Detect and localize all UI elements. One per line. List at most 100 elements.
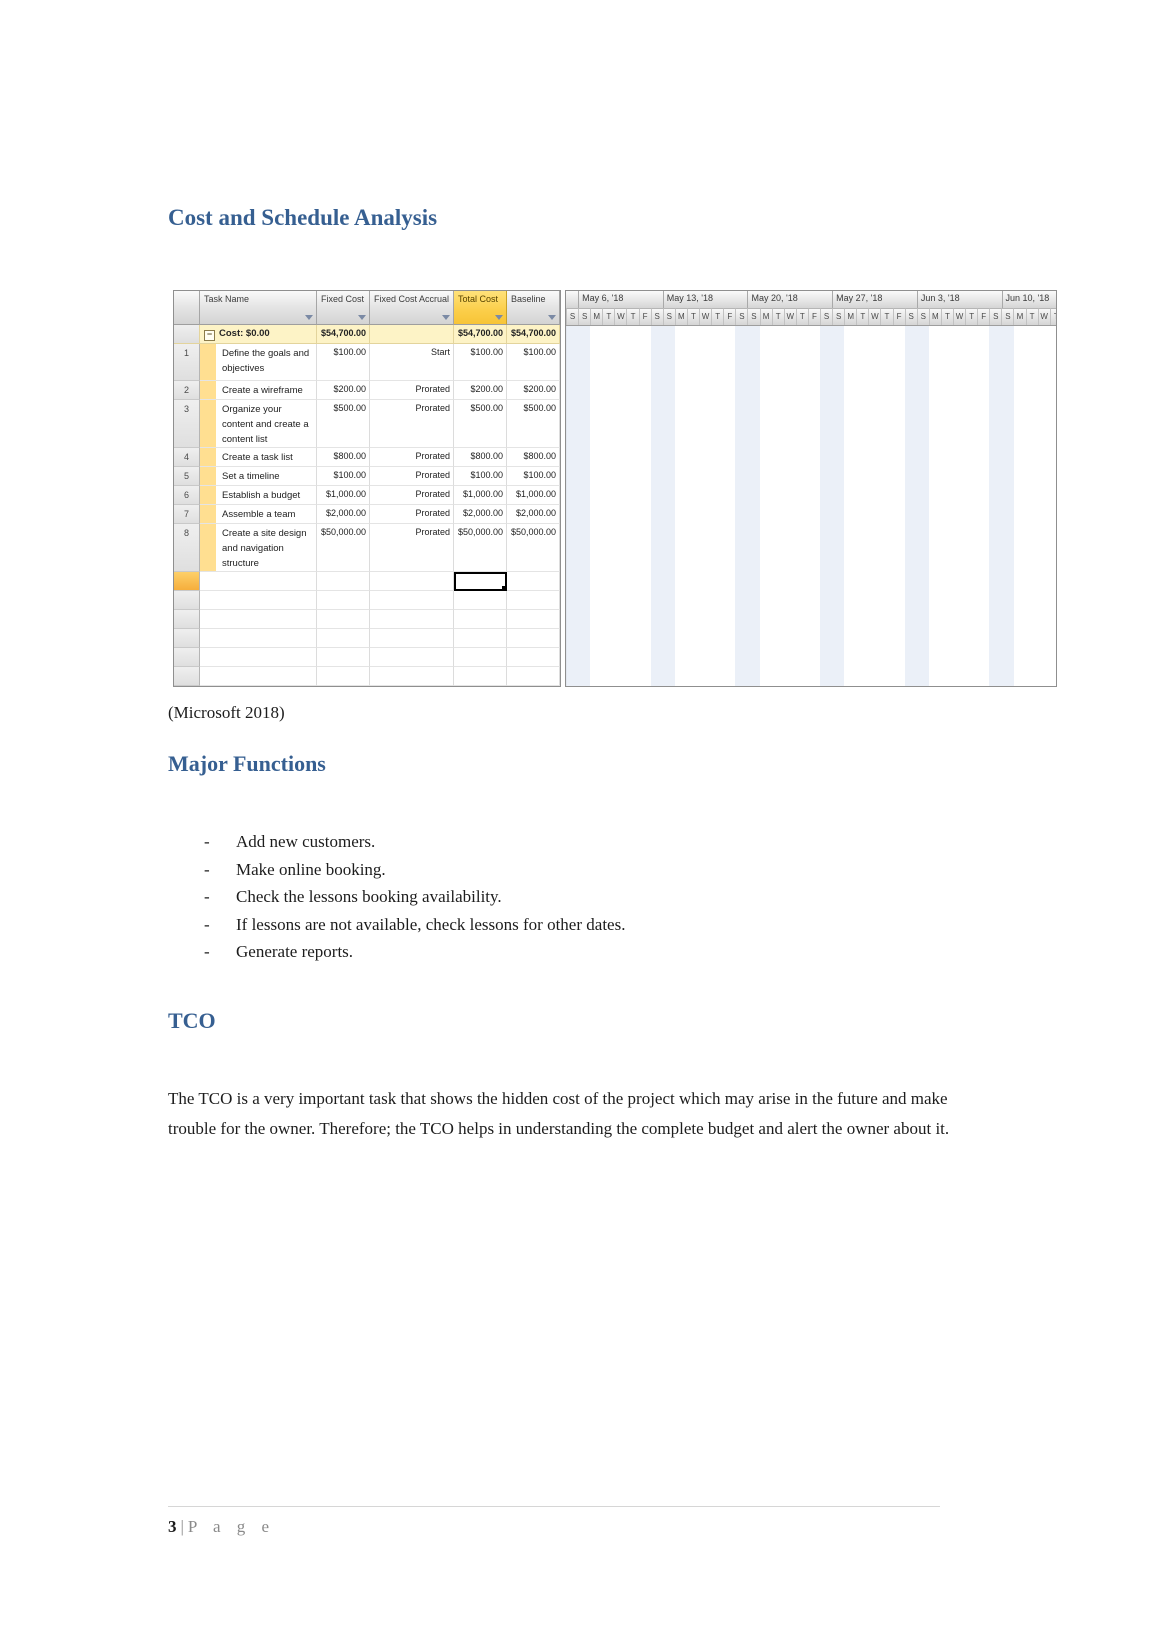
accrual-cell[interactable]: Prorated bbox=[370, 467, 454, 486]
column-header-fixed-cost-accrual[interactable]: Fixed Cost Accrual bbox=[370, 291, 454, 325]
row-id-cell[interactable]: 7 bbox=[174, 505, 200, 524]
row-id-cell[interactable] bbox=[174, 325, 200, 344]
task-name-cell[interactable]: Set a timeline bbox=[200, 467, 317, 486]
fixed-cost-cell[interactable]: $100.00 bbox=[317, 467, 370, 486]
baseline-cell[interactable]: $100.00 bbox=[507, 344, 560, 381]
fixed-cost-cell[interactable] bbox=[317, 629, 370, 648]
column-header-baseline[interactable]: Baseline bbox=[507, 291, 560, 325]
column-header-total-cost[interactable]: Total Cost bbox=[454, 291, 507, 325]
total-cost-cell[interactable] bbox=[454, 648, 507, 667]
row-id-cell[interactable]: 5 bbox=[174, 467, 200, 486]
accrual-cell[interactable] bbox=[370, 572, 454, 591]
accrual-cell[interactable]: Prorated bbox=[370, 524, 454, 572]
baseline-cell[interactable]: $200.00 bbox=[507, 381, 560, 400]
baseline-cell[interactable]: $1,000.00 bbox=[507, 486, 560, 505]
baseline-cell[interactable] bbox=[507, 629, 560, 648]
row-id-cell[interactable] bbox=[174, 591, 200, 610]
filter-arrow-icon[interactable] bbox=[442, 315, 450, 320]
week-header-cell[interactable]: May 6, '18 bbox=[578, 291, 663, 308]
fixed-cost-cell[interactable]: $200.00 bbox=[317, 381, 370, 400]
row-id-cell[interactable] bbox=[174, 610, 200, 629]
task-name-cell[interactable] bbox=[200, 629, 317, 648]
task-name-cell[interactable] bbox=[200, 591, 317, 610]
row-id-cell[interactable]: 1 bbox=[174, 344, 200, 381]
fixed-cost-cell[interactable] bbox=[317, 591, 370, 610]
task-name-cell[interactable]: Establish a budget bbox=[200, 486, 317, 505]
total-cost-cell[interactable] bbox=[454, 591, 507, 610]
row-id-cell[interactable]: 8 bbox=[174, 524, 200, 572]
fixed-cost-cell[interactable]: $500.00 bbox=[317, 400, 370, 448]
week-header-cell[interactable]: May 27, '18 bbox=[832, 291, 917, 308]
week-header-cell[interactable] bbox=[566, 291, 578, 308]
summary-name-cell[interactable]: − Cost: $0.00 bbox=[200, 325, 317, 344]
summary-total-cost-cell[interactable]: $54,700.00 bbox=[454, 325, 507, 344]
baseline-cell[interactable] bbox=[507, 610, 560, 629]
summary-baseline-cell[interactable]: $54,700.00 bbox=[507, 325, 560, 344]
column-header-task-name[interactable]: Task Name bbox=[200, 291, 317, 325]
week-header-cell[interactable]: Jun 10, '18 bbox=[1001, 291, 1056, 308]
baseline-cell[interactable] bbox=[507, 572, 560, 591]
task-name-cell[interactable] bbox=[200, 667, 317, 686]
week-header-cell[interactable]: May 13, '18 bbox=[662, 291, 748, 308]
filter-arrow-icon[interactable] bbox=[495, 315, 503, 320]
fixed-cost-cell[interactable] bbox=[317, 667, 370, 686]
accrual-cell[interactable]: Prorated bbox=[370, 486, 454, 505]
accrual-cell[interactable]: Prorated bbox=[370, 400, 454, 448]
fixed-cost-cell[interactable] bbox=[317, 648, 370, 667]
total-cost-cell[interactable]: $800.00 bbox=[454, 448, 507, 467]
task-name-cell[interactable]: Organize your content and create a conte… bbox=[200, 400, 317, 448]
row-id-cell[interactable]: 6 bbox=[174, 486, 200, 505]
task-name-cell[interactable] bbox=[200, 648, 317, 667]
task-name-cell[interactable] bbox=[200, 572, 317, 591]
collapse-icon[interactable]: − bbox=[204, 330, 215, 341]
fixed-cost-cell[interactable]: $50,000.00 bbox=[317, 524, 370, 572]
baseline-cell[interactable]: $500.00 bbox=[507, 400, 560, 448]
total-cost-cell[interactable] bbox=[454, 610, 507, 629]
filter-arrow-icon[interactable] bbox=[305, 315, 313, 320]
task-name-cell[interactable]: Assemble a team bbox=[200, 505, 317, 524]
total-cost-cell[interactable]: $500.00 bbox=[454, 400, 507, 448]
accrual-cell[interactable]: Prorated bbox=[370, 448, 454, 467]
row-id-cell[interactable]: 4 bbox=[174, 448, 200, 467]
task-name-cell[interactable] bbox=[200, 610, 317, 629]
fixed-cost-cell[interactable]: $100.00 bbox=[317, 344, 370, 381]
summary-accrual-cell[interactable] bbox=[370, 325, 454, 344]
table-corner-cell[interactable] bbox=[174, 291, 200, 325]
row-id-cell[interactable] bbox=[174, 648, 200, 667]
row-id-cell[interactable] bbox=[174, 629, 200, 648]
total-cost-cell[interactable]: $50,000.00 bbox=[454, 524, 507, 572]
accrual-cell[interactable] bbox=[370, 591, 454, 610]
row-id-cell[interactable] bbox=[174, 572, 200, 591]
total-cost-cell[interactable] bbox=[454, 629, 507, 648]
baseline-cell[interactable]: $800.00 bbox=[507, 448, 560, 467]
task-name-cell[interactable]: Define the goals and objectives bbox=[200, 344, 317, 381]
total-cost-cell[interactable]: $100.00 bbox=[454, 467, 507, 486]
task-name-cell[interactable]: Create a task list bbox=[200, 448, 317, 467]
filter-arrow-icon[interactable] bbox=[358, 315, 366, 320]
fixed-cost-cell[interactable] bbox=[317, 572, 370, 591]
baseline-cell[interactable]: $100.00 bbox=[507, 467, 560, 486]
accrual-cell[interactable]: Prorated bbox=[370, 381, 454, 400]
fixed-cost-cell[interactable]: $2,000.00 bbox=[317, 505, 370, 524]
total-cost-cell[interactable]: $100.00 bbox=[454, 344, 507, 381]
summary-fixed-cost-cell[interactable]: $54,700.00 bbox=[317, 325, 370, 344]
accrual-cell[interactable] bbox=[370, 667, 454, 686]
baseline-cell[interactable] bbox=[507, 591, 560, 610]
task-name-cell[interactable]: Create a wireframe bbox=[200, 381, 317, 400]
row-id-cell[interactable]: 2 bbox=[174, 381, 200, 400]
selected-cell[interactable] bbox=[454, 572, 507, 591]
accrual-cell[interactable]: Start bbox=[370, 344, 454, 381]
accrual-cell[interactable] bbox=[370, 610, 454, 629]
total-cost-cell[interactable] bbox=[454, 667, 507, 686]
week-header-cell[interactable]: Jun 3, '18 bbox=[916, 291, 1002, 308]
fixed-cost-cell[interactable] bbox=[317, 610, 370, 629]
fixed-cost-cell[interactable]: $800.00 bbox=[317, 448, 370, 467]
column-header-fixed-cost[interactable]: Fixed Cost bbox=[317, 291, 370, 325]
baseline-cell[interactable]: $50,000.00 bbox=[507, 524, 560, 572]
accrual-cell[interactable] bbox=[370, 629, 454, 648]
week-header-cell[interactable]: May 20, '18 bbox=[747, 291, 832, 308]
accrual-cell[interactable]: Prorated bbox=[370, 505, 454, 524]
task-name-cell[interactable]: Create a site design and navigation stru… bbox=[200, 524, 317, 572]
accrual-cell[interactable] bbox=[370, 648, 454, 667]
baseline-cell[interactable] bbox=[507, 648, 560, 667]
